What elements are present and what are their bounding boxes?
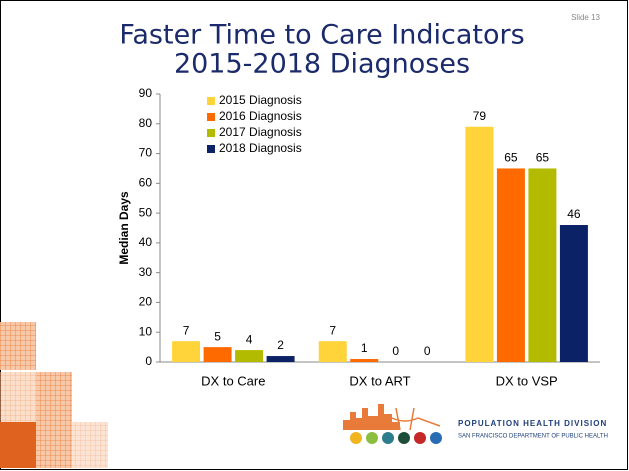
y-tick-label: 90 — [139, 86, 153, 100]
chart-title: Faster Time to Care Indicators — [119, 20, 524, 51]
y-tick-label: 40 — [139, 235, 153, 249]
legend-swatch — [207, 129, 215, 137]
bar — [318, 341, 347, 362]
x-tick-label: DX to VSP — [496, 373, 558, 388]
y-tick-label: 60 — [139, 176, 153, 190]
data-label: 7 — [329, 323, 336, 337]
legend-label: 2016 Diagnosis — [219, 109, 302, 123]
bar — [465, 126, 494, 362]
chart-subtitle: 2015-2018 Diagnoses — [174, 49, 470, 80]
data-label: 1 — [361, 341, 368, 355]
y-axis-label: Median Days — [117, 191, 131, 265]
data-label: 7 — [183, 323, 190, 337]
data-label: 5 — [214, 329, 221, 343]
data-label: 0 — [424, 344, 431, 358]
y-tick-label: 10 — [139, 324, 153, 338]
bar — [559, 225, 588, 362]
data-label: 79 — [473, 109, 487, 123]
logo-department: SAN FRANCISCO DEPARTMENT OF PUBLIC HEALT… — [458, 434, 608, 440]
y-tick-label: 30 — [139, 265, 153, 279]
bar — [235, 350, 264, 362]
legend-label: 2015 Diagnosis — [219, 93, 302, 107]
data-label: 65 — [536, 151, 550, 165]
data-label: 46 — [567, 207, 581, 221]
bar — [266, 356, 295, 362]
y-tick-label: 70 — [139, 146, 153, 160]
bar — [350, 359, 379, 362]
legend-label: 2017 Diagnosis — [219, 125, 302, 139]
decoration — [0, 322, 108, 468]
x-tick-label: DX to ART — [349, 373, 410, 388]
slide-number: Slide 13 — [571, 13, 600, 22]
logo-name: POPULATION HEALTH DIVISION — [458, 419, 607, 428]
legend-swatch — [207, 113, 215, 121]
y-tick-label: 80 — [139, 116, 153, 130]
data-label: 0 — [392, 344, 399, 358]
bar — [496, 168, 525, 362]
legend-swatch — [207, 97, 215, 105]
data-label: 4 — [246, 332, 253, 346]
y-tick-label: 0 — [145, 354, 152, 368]
legend-label: 2018 Diagnosis — [219, 141, 302, 155]
data-label: 65 — [504, 151, 518, 165]
y-tick-label: 50 — [139, 205, 153, 219]
bar — [528, 168, 557, 362]
logo: POPULATION HEALTH DIVISION SAN FRANCISCO… — [343, 404, 608, 444]
x-tick-label: DX to Care — [201, 373, 265, 388]
data-label: 2 — [277, 338, 284, 352]
bar — [203, 347, 232, 362]
y-tick-label: 20 — [139, 295, 153, 309]
bar — [172, 341, 201, 362]
legend-swatch — [207, 145, 215, 153]
